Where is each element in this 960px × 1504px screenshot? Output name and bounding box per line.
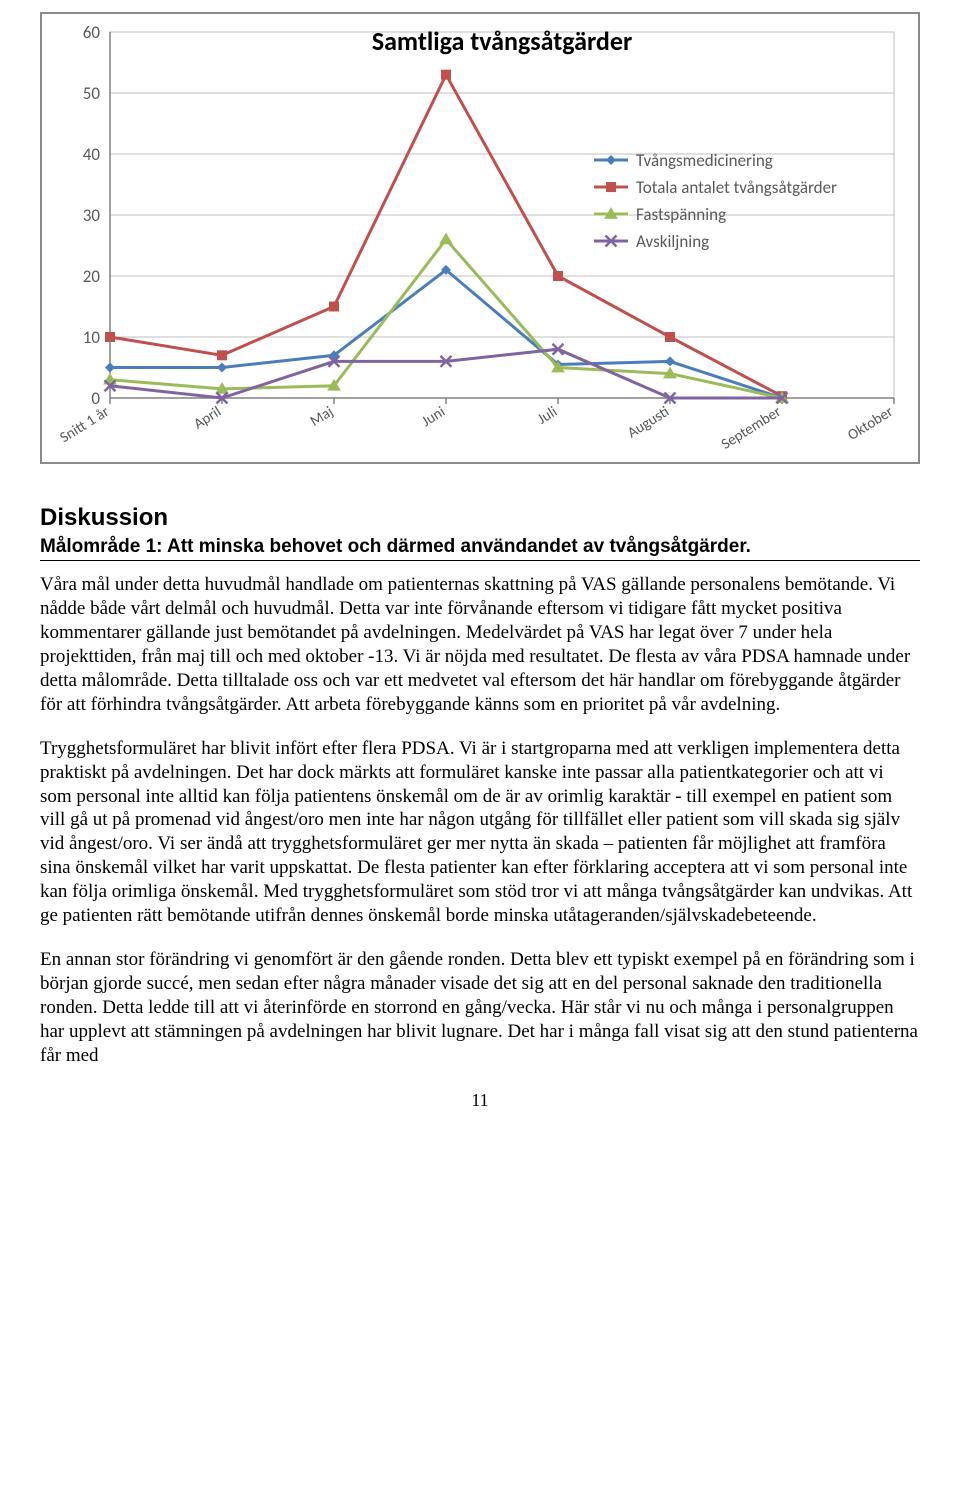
- svg-text:60: 60: [83, 22, 101, 43]
- svg-text:Juni: Juni: [419, 403, 449, 431]
- chart-svg: 0102030405060Snitt 1 årAprilMajJuniJuliA…: [46, 18, 910, 458]
- svg-text:Samtliga tvångsåtgärder: Samtliga tvångsåtgärder: [372, 25, 632, 57]
- svg-text:Fastspänning: Fastspänning: [636, 204, 726, 225]
- svg-text:Tvångsmedicinering: Tvångsmedicinering: [636, 150, 773, 171]
- page-number: 11: [40, 1090, 920, 1111]
- svg-text:10: 10: [83, 327, 101, 348]
- svg-text:Juli: Juli: [535, 403, 561, 429]
- svg-text:20: 20: [83, 266, 101, 287]
- chart-frame: 0102030405060Snitt 1 årAprilMajJuniJuliA…: [40, 12, 920, 464]
- body-text: Våra mål under detta huvudmål handlade o…: [40, 573, 920, 1068]
- svg-text:Snitt 1 år: Snitt 1 år: [57, 403, 113, 447]
- body-paragraph: Trygghetsformuläret har blivit infört ef…: [40, 737, 920, 929]
- body-paragraph: En annan stor förändring vi genomfört är…: [40, 948, 920, 1068]
- svg-text:Augusti: Augusti: [624, 403, 672, 442]
- svg-text:September: September: [718, 403, 784, 454]
- svg-text:30: 30: [83, 205, 101, 226]
- section-subheading: Målområde 1: Att minska behovet och därm…: [40, 536, 920, 561]
- svg-text:Totala antalet tvångsåtgärder: Totala antalet tvångsåtgärder: [636, 177, 837, 198]
- svg-text:50: 50: [83, 83, 101, 104]
- svg-text:40: 40: [83, 144, 101, 165]
- body-paragraph: Våra mål under detta huvudmål handlade o…: [40, 573, 920, 717]
- document-page: 0102030405060Snitt 1 årAprilMajJuniJuliA…: [0, 0, 960, 1111]
- svg-text:Oktober: Oktober: [845, 403, 897, 445]
- discussion-section: Diskussion Målområde 1: Att minska behov…: [40, 504, 920, 1068]
- chart-legend: Tvångsmedicinering Totala antalet tvångså…: [594, 150, 837, 252]
- chart-area: 0102030405060Snitt 1 årAprilMajJuniJuliA…: [46, 18, 914, 458]
- svg-text:April: April: [191, 403, 225, 433]
- svg-text:Maj: Maj: [307, 403, 337, 431]
- svg-text:Avskiljning: Avskiljning: [636, 231, 709, 252]
- section-heading: Diskussion: [40, 504, 920, 532]
